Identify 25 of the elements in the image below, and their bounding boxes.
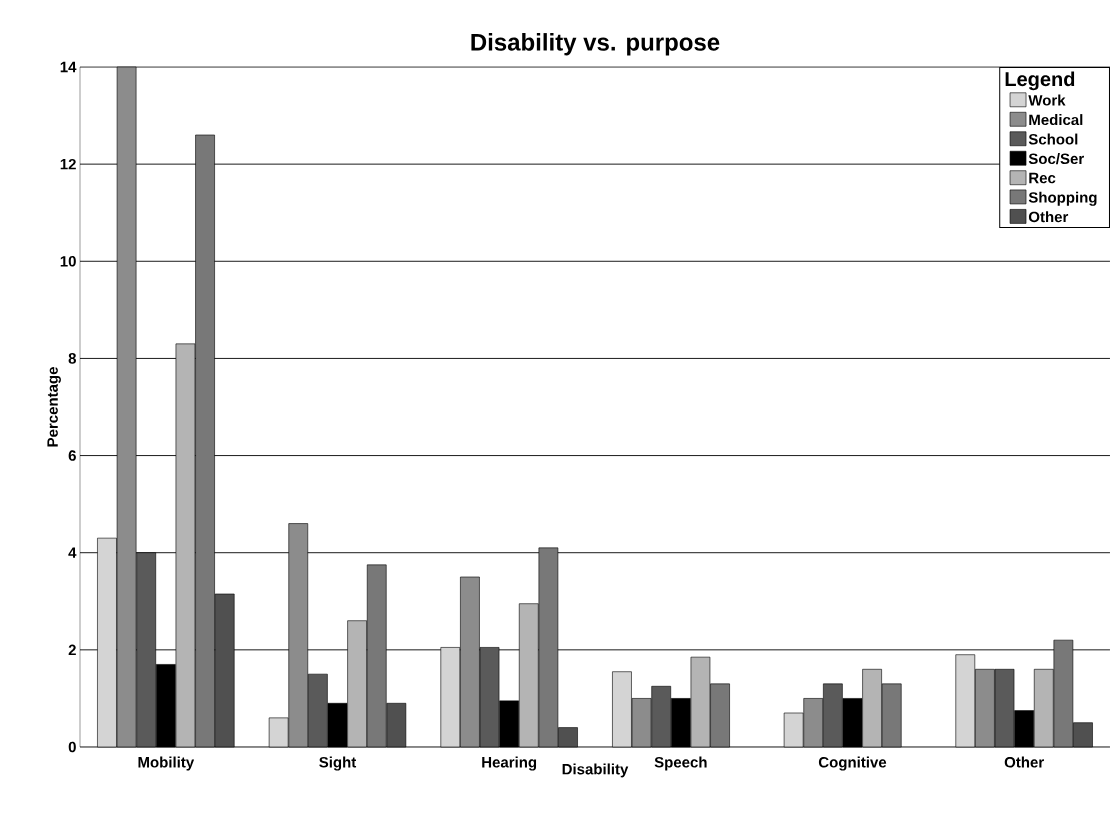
legend-label: Other (1028, 211, 1069, 223)
x-tick-label: Speech (654, 756, 707, 771)
x-tick-label: Other (1004, 756, 1044, 768)
x-tick-label: Cognitive (818, 756, 887, 771)
y-tick-label: 12 (60, 158, 76, 170)
x-tick-label: Hearing (482, 756, 537, 771)
y-tick-label: 10 (60, 255, 76, 267)
x-tick-label: Sight (319, 756, 357, 771)
y-tick-label: 0 (68, 741, 76, 753)
y-tick-label: 14 (60, 61, 77, 73)
x-tick-label: Mobility (138, 756, 195, 771)
legend-label: School (1028, 133, 1078, 145)
y-tick-label: 2 (68, 644, 76, 656)
legend-label: Shopping (1028, 191, 1097, 206)
legend-label: Work (1028, 94, 1066, 106)
legend-label: Soc/Ser (1028, 153, 1084, 165)
legend-label: Rec (1029, 172, 1056, 184)
y-axis-title: Percentage (47, 367, 61, 447)
legend-title: Legend (1005, 71, 1075, 91)
x-axis-title: Disability (562, 763, 629, 778)
y-tick-label: 8 (68, 353, 76, 364)
y-tick-label: 4 (68, 547, 77, 558)
legend-label: Medical (1029, 114, 1083, 126)
y-tick-label: 6 (68, 450, 76, 461)
chart-title: Disability vs. purpose (471, 33, 720, 56)
